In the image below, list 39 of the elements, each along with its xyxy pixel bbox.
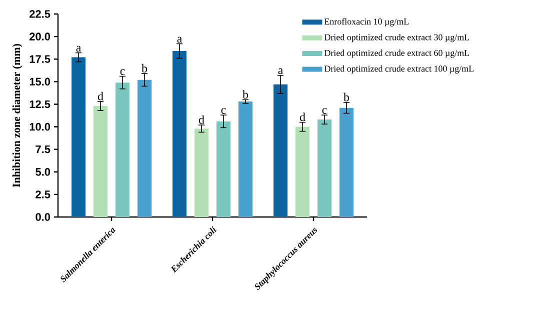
bar: [116, 82, 130, 217]
y-tick-label: 0.0: [36, 213, 50, 221]
y-tick-label: 2.5: [36, 190, 50, 198]
bar: [138, 80, 152, 217]
data-label: c: [221, 108, 226, 114]
data-label: c: [322, 108, 327, 114]
data-label: b: [344, 92, 350, 102]
legend-label: Dried optimized crude extract 30 µg/mL: [324, 34, 470, 42]
y-tick-label: 17.5: [30, 55, 50, 63]
data-label: a: [76, 46, 82, 52]
data-label: a: [177, 36, 182, 43]
y-tick-label: 22.5: [30, 10, 50, 18]
data-label: c: [120, 69, 125, 76]
y-tick-label: 10.0: [30, 122, 50, 131]
data-label: b: [142, 64, 148, 72]
y-tick-label: 7.5: [36, 146, 50, 154]
y-axis-title: Inhibition zone diameter (mm): [12, 44, 22, 188]
data-label: d: [198, 115, 204, 124]
data-label: a: [278, 68, 283, 74]
y-tick-label: 20.0: [30, 32, 50, 40]
y-tick-label: 12.5: [30, 100, 50, 108]
bar: [273, 84, 288, 217]
data-label: d: [300, 112, 306, 122]
legend-label: Enrofloxacin 10 µg/mL: [324, 18, 409, 26]
legend-label: Dried optimized crude extract 100 µg/mL: [324, 65, 474, 74]
bar: [216, 121, 231, 217]
y-tick-label: 15.0: [30, 78, 50, 86]
bar: [339, 108, 354, 217]
legend-label: Dried optimized crude extract 60 µg/mL: [324, 50, 470, 58]
bar: [295, 126, 310, 217]
bar: [238, 102, 253, 217]
bar: [317, 120, 332, 217]
bar: [72, 57, 86, 217]
y-tick-label: 5.0: [36, 168, 50, 176]
data-label: d: [98, 92, 104, 100]
bar: [194, 128, 209, 217]
bar: [94, 106, 108, 217]
bar: [172, 50, 187, 217]
data-label: b: [242, 90, 248, 98]
